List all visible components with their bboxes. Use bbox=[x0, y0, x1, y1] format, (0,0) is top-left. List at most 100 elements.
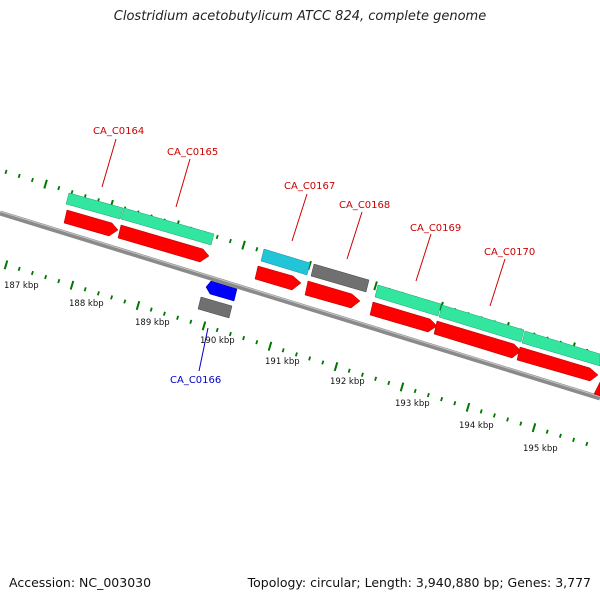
kbp-label: 187 kbp bbox=[4, 281, 39, 291]
gene-label-ca-c0166[interactable]: CA_C0166 bbox=[170, 375, 221, 386]
minor-tick bbox=[4, 169, 8, 175]
cds-arrow-ca-c0169-b[interactable] bbox=[433, 320, 522, 359]
cds-arrow-ca-c0167[interactable] bbox=[254, 265, 302, 291]
kbp-label: 190 kbp bbox=[200, 336, 235, 346]
minor-tick bbox=[242, 335, 246, 341]
minor-tick bbox=[308, 356, 312, 361]
minor-tick bbox=[255, 340, 259, 345]
minor-tick bbox=[492, 413, 496, 418]
cds-arrow-ca-c0169-a[interactable] bbox=[369, 301, 438, 333]
minor-tick bbox=[215, 234, 219, 240]
minor-tick bbox=[57, 278, 61, 284]
pseudo-bar-ca-c0166[interactable] bbox=[197, 296, 233, 319]
minor-tick bbox=[189, 319, 193, 324]
gene-label-ca-c0167[interactable]: CA_C0167 bbox=[284, 181, 335, 192]
forward-cds-track bbox=[63, 209, 600, 397]
minor-tick bbox=[558, 433, 562, 438]
gene-bar-ca-c0170[interactable] bbox=[521, 330, 600, 367]
major-tick bbox=[43, 179, 48, 189]
minor-tick bbox=[387, 380, 391, 386]
gene-bar-ca-c0164[interactable] bbox=[65, 192, 124, 220]
gene-bar-ca-c0165[interactable] bbox=[120, 207, 215, 246]
minor-tick bbox=[228, 238, 232, 244]
minor-tick bbox=[413, 388, 417, 394]
minor-tick bbox=[17, 266, 21, 272]
major-tick bbox=[201, 321, 207, 331]
minor-tick bbox=[30, 177, 34, 183]
minor-tick bbox=[545, 429, 549, 434]
minor-tick bbox=[440, 396, 444, 402]
minor-tick bbox=[281, 348, 285, 353]
gene-label-ca-c0168[interactable]: CA_C0168 bbox=[339, 200, 390, 211]
major-tick bbox=[465, 402, 471, 412]
cds-arrow-ca-c0164[interactable] bbox=[63, 209, 119, 237]
cds-arrow-ca-c0166[interactable] bbox=[205, 280, 238, 302]
gene-label-ca-c0170[interactable]: CA_C0170 bbox=[484, 247, 535, 258]
minor-tick bbox=[44, 274, 48, 280]
minor-tick bbox=[149, 307, 153, 312]
topology-text: Topology: circular; Length: 3,940,880 bp… bbox=[247, 575, 591, 590]
minor-tick bbox=[57, 185, 61, 191]
gene-bar-ca-c0169-a[interactable] bbox=[374, 284, 442, 317]
kbp-label: 195 kbp bbox=[523, 444, 558, 454]
minor-tick bbox=[519, 421, 523, 426]
minor-tick bbox=[374, 376, 378, 381]
minor-tick bbox=[123, 299, 127, 304]
kbp-label: 193 kbp bbox=[395, 399, 430, 409]
major-tick bbox=[531, 423, 537, 433]
major-tick bbox=[267, 341, 273, 351]
minor-tick bbox=[585, 441, 589, 447]
major-tick bbox=[241, 240, 246, 250]
minor-tick bbox=[255, 247, 259, 252]
kbp-label: 188 kbp bbox=[69, 299, 104, 309]
major-tick bbox=[3, 260, 9, 270]
minor-tick bbox=[162, 311, 166, 316]
pseudo-bar-ca-c0168[interactable] bbox=[310, 263, 370, 293]
cds-arrow-ca-c0168[interactable] bbox=[304, 280, 361, 309]
minor-tick bbox=[228, 331, 232, 337]
cds-arrow-ca-c0170[interactable] bbox=[516, 346, 599, 382]
cds-arrow-ca-c0171[interactable] bbox=[593, 381, 600, 397]
minor-tick bbox=[347, 368, 351, 373]
gene-label-ca-c0164[interactable]: CA_C0164 bbox=[93, 126, 144, 137]
inner-tick-row bbox=[3, 260, 589, 447]
gene-label-ca-c0165[interactable]: CA_C0165 bbox=[167, 147, 218, 158]
major-tick bbox=[69, 280, 75, 290]
minor-tick bbox=[572, 437, 576, 443]
minor-tick bbox=[453, 401, 457, 406]
major-tick bbox=[373, 281, 378, 291]
minor-tick bbox=[506, 417, 510, 422]
major-tick bbox=[399, 382, 405, 392]
cds-arrow-ca-c0165[interactable] bbox=[117, 224, 210, 263]
kbp-label: 191 kbp bbox=[265, 357, 300, 367]
minor-tick bbox=[426, 392, 430, 398]
gene-label-ca-c0169[interactable]: CA_C0169 bbox=[410, 223, 461, 234]
genome-backbone bbox=[0, 210, 600, 401]
label-leaders bbox=[101, 138, 506, 372]
kbp-label: 194 kbp bbox=[459, 421, 494, 431]
gene-track bbox=[65, 192, 600, 367]
kbp-scale-labels: 187 kbp 188 kbp 189 kbp 190 kbp 191 kbp … bbox=[4, 281, 558, 454]
minor-tick bbox=[215, 327, 219, 333]
major-tick bbox=[135, 300, 141, 311]
minor-tick bbox=[17, 173, 21, 179]
minor-tick bbox=[360, 372, 364, 377]
minor-tick bbox=[83, 287, 87, 292]
minor-tick bbox=[321, 360, 325, 365]
reverse-cds-track bbox=[197, 280, 238, 319]
major-tick bbox=[333, 362, 339, 372]
minor-tick bbox=[479, 409, 483, 414]
gene-labels: CA_C0164 CA_C0165 CA_C0166 CA_C0167 CA_C… bbox=[93, 126, 535, 386]
minor-tick bbox=[110, 295, 114, 300]
minor-tick bbox=[294, 352, 298, 357]
minor-tick bbox=[176, 315, 180, 320]
minor-tick bbox=[96, 291, 100, 296]
gene-bar-ca-c0169-b[interactable] bbox=[438, 304, 525, 343]
map-title: Clostridium acetobutylicum ATCC 824, com… bbox=[113, 9, 487, 24]
kbp-label: 192 kbp bbox=[330, 377, 365, 387]
minor-tick bbox=[30, 270, 34, 276]
kbp-label: 189 kbp bbox=[135, 318, 170, 328]
accession-text: Accession: NC_003030 bbox=[9, 575, 152, 590]
gene-bar-ca-c0167[interactable] bbox=[260, 248, 311, 276]
